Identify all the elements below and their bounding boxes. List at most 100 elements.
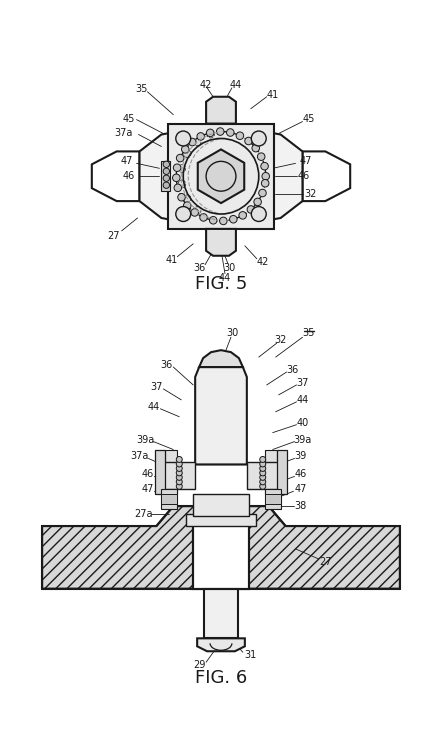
Circle shape [176,206,190,221]
Circle shape [247,206,255,213]
Circle shape [251,206,266,221]
Text: 27: 27 [319,556,332,567]
Text: 46: 46 [295,470,307,479]
Text: 37: 37 [150,382,163,392]
Bar [265,494,280,504]
Circle shape [207,130,214,138]
Text: 39: 39 [295,452,307,461]
Circle shape [229,215,237,223]
Polygon shape [206,97,236,124]
Text: 27: 27 [108,231,120,241]
Circle shape [183,150,191,158]
Text: 36: 36 [160,360,172,370]
Text: 47: 47 [299,156,312,166]
Circle shape [220,217,227,225]
Bar [193,494,249,516]
Polygon shape [195,367,247,464]
Bar [195,377,203,464]
Circle shape [176,470,182,476]
Bar [265,489,280,509]
Circle shape [163,175,170,181]
Text: 30: 30 [227,328,239,338]
Bar [186,514,256,526]
Text: 39a: 39a [136,434,155,445]
Circle shape [176,474,182,480]
Text: 32: 32 [275,335,287,345]
Circle shape [163,161,170,167]
Circle shape [176,154,184,162]
Text: 36: 36 [193,262,205,273]
Bar [155,449,165,494]
Circle shape [262,172,269,180]
Circle shape [226,129,234,136]
Polygon shape [92,152,140,201]
Circle shape [172,174,180,182]
Text: 44: 44 [296,394,309,405]
Circle shape [197,133,205,140]
Text: 37: 37 [296,378,309,388]
Text: 32: 32 [304,189,317,200]
Bar [193,524,249,589]
Text: 44: 44 [230,80,242,90]
Text: 44: 44 [219,272,231,283]
Circle shape [260,461,266,467]
Circle shape [176,483,182,489]
Bar [193,524,249,589]
Circle shape [260,474,266,480]
Polygon shape [42,506,400,589]
Circle shape [259,189,266,196]
Circle shape [178,180,186,188]
Bar [193,524,249,589]
Polygon shape [206,229,236,256]
Text: FIG. 5: FIG. 5 [195,274,247,292]
Polygon shape [197,638,245,651]
Text: 42: 42 [256,256,269,267]
Text: 46: 46 [122,171,135,182]
Circle shape [261,163,268,170]
Circle shape [261,179,269,187]
Circle shape [210,217,217,224]
Circle shape [236,132,244,140]
Circle shape [178,194,185,201]
Circle shape [206,129,214,136]
Bar [204,589,238,638]
Text: 35: 35 [135,84,148,94]
Circle shape [252,144,260,152]
Circle shape [257,153,265,160]
Circle shape [200,214,207,221]
Text: 42: 42 [200,80,212,90]
Polygon shape [198,149,244,203]
Circle shape [188,138,196,146]
Text: 45: 45 [302,113,315,124]
Text: 45: 45 [122,113,135,124]
Bar [168,124,274,229]
Text: 39a: 39a [293,434,311,445]
Text: 38: 38 [295,501,307,512]
Text: 36: 36 [287,365,299,375]
Circle shape [183,195,191,202]
Text: 41: 41 [165,255,178,265]
Bar [161,494,177,504]
Circle shape [191,209,198,216]
Circle shape [176,466,182,472]
Circle shape [239,211,246,219]
Text: 47: 47 [294,484,307,494]
Text: 35: 35 [302,328,315,338]
Circle shape [254,198,261,206]
Text: 37a: 37a [114,128,133,137]
Text: 47: 47 [141,484,154,494]
Circle shape [163,168,170,175]
Text: 30: 30 [223,262,235,273]
Circle shape [178,165,186,172]
Polygon shape [140,131,303,221]
Polygon shape [247,463,280,489]
Bar [161,489,177,509]
Bar [265,449,276,494]
Text: 44: 44 [148,402,159,412]
Text: 31: 31 [245,650,257,660]
Polygon shape [303,152,350,201]
Circle shape [251,131,266,146]
Bar [161,161,170,191]
Text: 29: 29 [193,660,205,670]
Circle shape [260,466,266,472]
